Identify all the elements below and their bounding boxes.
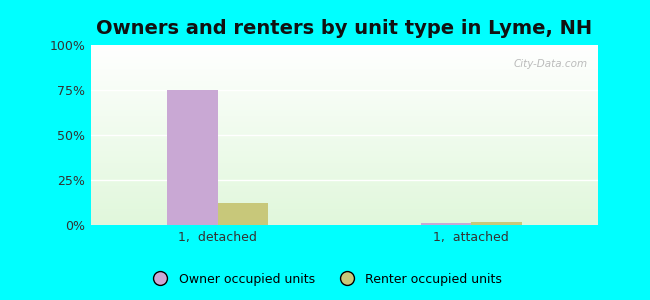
Bar <box>421 223 471 225</box>
Legend: Owner occupied units, Renter occupied units: Owner occupied units, Renter occupied un… <box>143 268 507 291</box>
Text: City-Data.com: City-Data.com <box>514 59 588 69</box>
Bar <box>218 203 268 225</box>
Bar <box>167 90 218 225</box>
Title: Owners and renters by unit type in Lyme, NH: Owners and renters by unit type in Lyme,… <box>96 19 593 38</box>
Bar <box>471 222 522 225</box>
